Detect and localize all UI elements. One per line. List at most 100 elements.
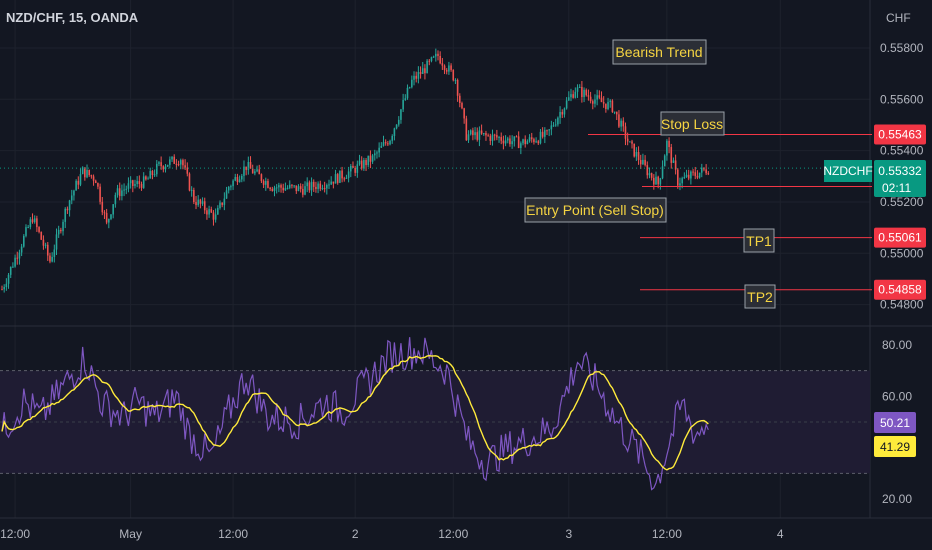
candle-body	[86, 169, 88, 178]
candle-body	[88, 169, 90, 176]
candle-body	[190, 189, 193, 191]
candle-body	[557, 117, 559, 125]
candle-body	[456, 79, 459, 96]
candle-body	[197, 199, 199, 206]
candle-body	[594, 99, 596, 104]
candle-body	[408, 87, 411, 89]
candle-body	[526, 141, 529, 145]
candle-body	[570, 94, 572, 98]
candle-body	[269, 187, 271, 189]
candle-body	[653, 177, 655, 185]
rsi-line	[1, 337, 709, 491]
candle-body	[184, 165, 186, 168]
level-price-tag	[874, 227, 926, 248]
candle-body	[474, 132, 476, 136]
candle-body	[437, 53, 439, 56]
level-price-label: 0.55463	[878, 127, 922, 141]
candle-body	[230, 186, 232, 188]
candle-body	[3, 287, 5, 290]
candle-body	[49, 255, 51, 262]
rsi-ma-value-label: 41.29	[880, 440, 910, 454]
candle-body	[33, 218, 36, 223]
candle-body	[596, 95, 598, 100]
candle-body	[441, 63, 444, 66]
candle-body	[103, 212, 106, 214]
candle-body	[299, 186, 302, 189]
candle-body	[624, 126, 627, 139]
entry-point-label: Entry Point (Sell Stop)	[526, 202, 664, 218]
candles	[1, 48, 710, 293]
symbol-title[interactable]: NZD/CHF, 15, OANDA	[6, 10, 139, 25]
candle-body	[417, 72, 420, 79]
candle-body	[145, 176, 147, 180]
candle-body	[644, 159, 646, 166]
candle-body	[574, 91, 577, 98]
candle-body	[461, 103, 463, 109]
time-tick-label: 3	[565, 527, 572, 541]
candle-body	[31, 219, 34, 223]
candle-body	[173, 156, 176, 164]
price-axis[interactable]: 0.55800 0.55600 0.55400 0.55200 0.55000 0.548…	[880, 41, 924, 312]
level-price-tag	[874, 124, 926, 145]
candle-body	[195, 201, 197, 206]
candle-body	[692, 171, 694, 173]
candle-body	[605, 103, 607, 110]
candle-body	[681, 178, 683, 184]
candle-body	[221, 202, 223, 205]
candle-body	[262, 180, 265, 185]
time-axis[interactable]: 12:00 May 12:00 2 12:00 3 12:00 4	[0, 527, 784, 541]
candle-body	[55, 234, 58, 250]
candle-body	[622, 120, 625, 127]
candle-body	[75, 180, 77, 191]
candle-body	[223, 198, 226, 205]
candle-body	[68, 200, 71, 211]
time-tick-label: 12:00	[0, 527, 30, 541]
candle-body	[44, 244, 47, 246]
candle-body	[319, 183, 322, 189]
stop-loss-annotation[interactable]: Stop Loss	[660, 111, 725, 136]
level-price-label: 0.54858	[878, 283, 922, 297]
rsi-axis[interactable]: 80.00 60.00 20.00	[882, 338, 912, 506]
candle-body	[306, 182, 308, 187]
candle-body	[278, 185, 280, 188]
tp1-annotation[interactable]: TP1	[743, 228, 775, 253]
candle-body	[158, 162, 160, 164]
candle-body	[585, 89, 588, 96]
candle-body	[201, 201, 204, 204]
candle-body	[171, 156, 173, 160]
candle-body	[668, 140, 670, 148]
candle-body	[615, 111, 618, 115]
candle-body	[607, 101, 609, 110]
candle-body	[371, 155, 374, 162]
candle-body	[563, 108, 566, 115]
candle-body	[376, 152, 378, 154]
candle-body	[443, 65, 446, 71]
candle-body	[631, 141, 633, 144]
candle-body	[561, 111, 564, 115]
candle-body	[611, 100, 614, 112]
candle-body	[380, 145, 383, 148]
candle-body	[256, 169, 258, 172]
candle-body	[245, 166, 247, 170]
candle-body	[465, 118, 468, 141]
candle-body	[12, 266, 14, 268]
tp2-annotation[interactable]: TP2	[744, 284, 776, 309]
candle-body	[677, 169, 679, 186]
bearish-trend-annotation[interactable]: Bearish Trend	[612, 39, 707, 65]
candle-body	[345, 177, 348, 179]
candle-body	[413, 75, 415, 80]
candle-body	[428, 60, 431, 62]
candle-body	[304, 186, 306, 195]
candle-body	[513, 136, 516, 142]
candle-body	[347, 171, 350, 178]
candle-body	[293, 185, 295, 187]
candle-body	[587, 95, 590, 97]
countdown-label: 02:11	[882, 181, 911, 195]
candle-body	[659, 178, 662, 185]
entry-point-annotation[interactable]: Entry Point (Sell Stop)	[524, 197, 667, 223]
candle-body	[343, 178, 346, 180]
candle-body	[315, 186, 317, 190]
candle-body	[108, 218, 110, 223]
candle-body	[341, 170, 343, 179]
